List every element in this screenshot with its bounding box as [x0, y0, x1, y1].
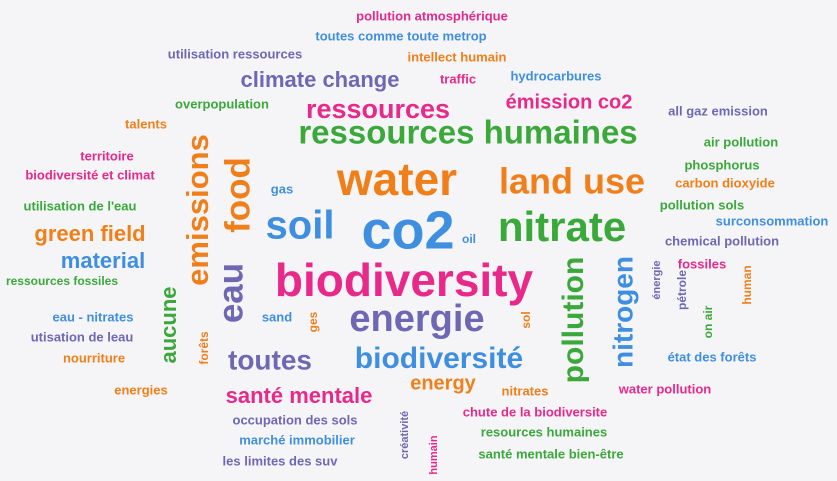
word: water pollution — [618, 381, 712, 396]
word: all gaz emission — [668, 103, 768, 118]
word: surconsommation — [716, 213, 829, 228]
word: utilisation de l'eau — [24, 198, 137, 213]
word: énergie — [651, 260, 663, 299]
word: pétrole — [675, 270, 689, 310]
word: santé mentale — [226, 383, 373, 408]
word: biodiversité et climat — [25, 167, 155, 182]
word: sol — [519, 311, 533, 328]
word: carbon dioxyide — [675, 175, 775, 190]
word: chute de la biodiversite — [463, 404, 608, 419]
word: intellect humain — [408, 49, 507, 64]
word: food — [218, 157, 257, 233]
word: ges — [306, 311, 320, 332]
word: biodiversity — [275, 254, 534, 306]
word: les limites des suv — [223, 453, 339, 468]
word: nitrogen — [607, 256, 638, 368]
word: aucune — [156, 286, 181, 363]
word: marché immobilier — [239, 432, 355, 447]
word: pollution atmosphérique — [356, 8, 508, 23]
word: traffic — [440, 71, 476, 86]
word: toutes comme toute metrop — [315, 28, 486, 43]
word: ressources fossiles — [6, 274, 118, 288]
word: chemical pollution — [665, 233, 779, 248]
word: energy — [410, 372, 476, 394]
word: climate change — [241, 67, 400, 92]
word: émission co2 — [506, 91, 633, 113]
word: gas — [271, 181, 293, 196]
word: oil — [462, 232, 476, 246]
word: sand — [262, 309, 292, 324]
word: nitrates — [502, 383, 549, 398]
word: état des forêts — [668, 349, 757, 364]
word: créativité — [399, 411, 411, 459]
word: humain — [428, 435, 440, 474]
word: utisation de leau — [31, 329, 134, 344]
word: utilisation ressources — [168, 46, 302, 61]
word: ressources — [306, 94, 450, 124]
word: hydrocarbures — [510, 68, 601, 83]
word: on air — [701, 305, 715, 338]
word: ressources humaines — [298, 114, 637, 151]
word: overpopulation — [175, 96, 269, 111]
word: emissions — [180, 134, 215, 286]
word: talents — [125, 116, 167, 131]
word: eau - nitrates — [53, 309, 134, 324]
word: land use — [499, 161, 645, 202]
word: occupation des sols — [233, 412, 358, 427]
word: territoire — [80, 148, 133, 163]
word: resources humaines — [481, 424, 607, 439]
word: santé mentale bien-être — [478, 446, 623, 461]
word: water — [336, 153, 457, 205]
word: pollution sols — [660, 197, 745, 212]
word: pollution — [557, 257, 590, 384]
word: biodiversité — [355, 342, 523, 375]
word: forêts — [197, 331, 211, 365]
word: eau — [211, 263, 250, 323]
word: green field — [34, 221, 145, 246]
word: toutes — [228, 344, 312, 375]
word: material — [61, 248, 145, 273]
word: air pollution — [704, 134, 778, 149]
word: human — [740, 265, 754, 304]
word: energie — [349, 298, 484, 340]
word: fossiles — [678, 256, 726, 271]
word: energies — [114, 382, 167, 397]
word: nitrate — [498, 203, 626, 250]
word: nourriture — [63, 350, 125, 365]
word: phosphorus — [684, 157, 759, 172]
word: soil — [266, 204, 335, 248]
word: co2 — [361, 200, 454, 260]
